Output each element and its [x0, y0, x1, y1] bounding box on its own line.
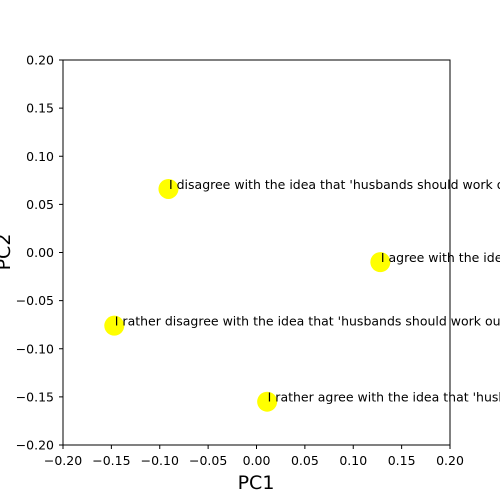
y-tick-label: −0.10 — [16, 341, 54, 356]
point-label: I rather disagree with the idea that 'hu… — [115, 314, 500, 329]
plot-area — [63, 60, 450, 445]
y-tick-label: 0.05 — [26, 197, 54, 212]
x-tick-label: 0.20 — [436, 453, 464, 468]
y-axis: −0.20 −0.15 −0.10 −0.05 0.00 0.05 0.10 0.15 0.20 — [16, 53, 63, 453]
x-tick-label: 0.15 — [388, 453, 416, 468]
data-point — [158, 178, 179, 199]
points-layer — [104, 178, 391, 412]
y-tick-label: 0.10 — [26, 149, 54, 164]
y-axis-label: PC2 — [0, 234, 15, 271]
x-tick-label: 0.00 — [243, 453, 271, 468]
point-label: I rather agree with the idea that 'husba… — [268, 390, 500, 405]
point-labels-layer: I disagree with the idea that 'husbands … — [115, 177, 500, 405]
x-tick-label: 0.05 — [291, 453, 319, 468]
x-tick-label: −0.10 — [141, 453, 179, 468]
y-tick-label: −0.20 — [16, 438, 54, 453]
x-tick-label: 0.10 — [339, 453, 367, 468]
x-tick-label: −0.20 — [44, 453, 82, 468]
point-label: I agree with the idea that 'husbands sho… — [381, 250, 500, 265]
point-label: I disagree with the idea that 'husbands … — [169, 177, 500, 192]
x-axis: −0.20 −0.15 −0.10 −0.05 0.00 0.05 0.10 0.15 0.20 — [44, 445, 464, 468]
x-axis-label: PC1 — [238, 472, 275, 494]
data-point — [257, 391, 278, 412]
data-point — [104, 315, 125, 336]
y-tick-label: 0.15 — [26, 101, 54, 116]
x-tick-label: −0.05 — [189, 453, 227, 468]
y-tick-label: 0.20 — [26, 53, 54, 68]
y-tick-label: −0.05 — [16, 293, 54, 308]
data-point — [370, 252, 391, 273]
x-tick-label: −0.15 — [92, 453, 130, 468]
y-tick-label: 0.00 — [26, 245, 54, 260]
y-tick-label: −0.15 — [16, 389, 54, 404]
